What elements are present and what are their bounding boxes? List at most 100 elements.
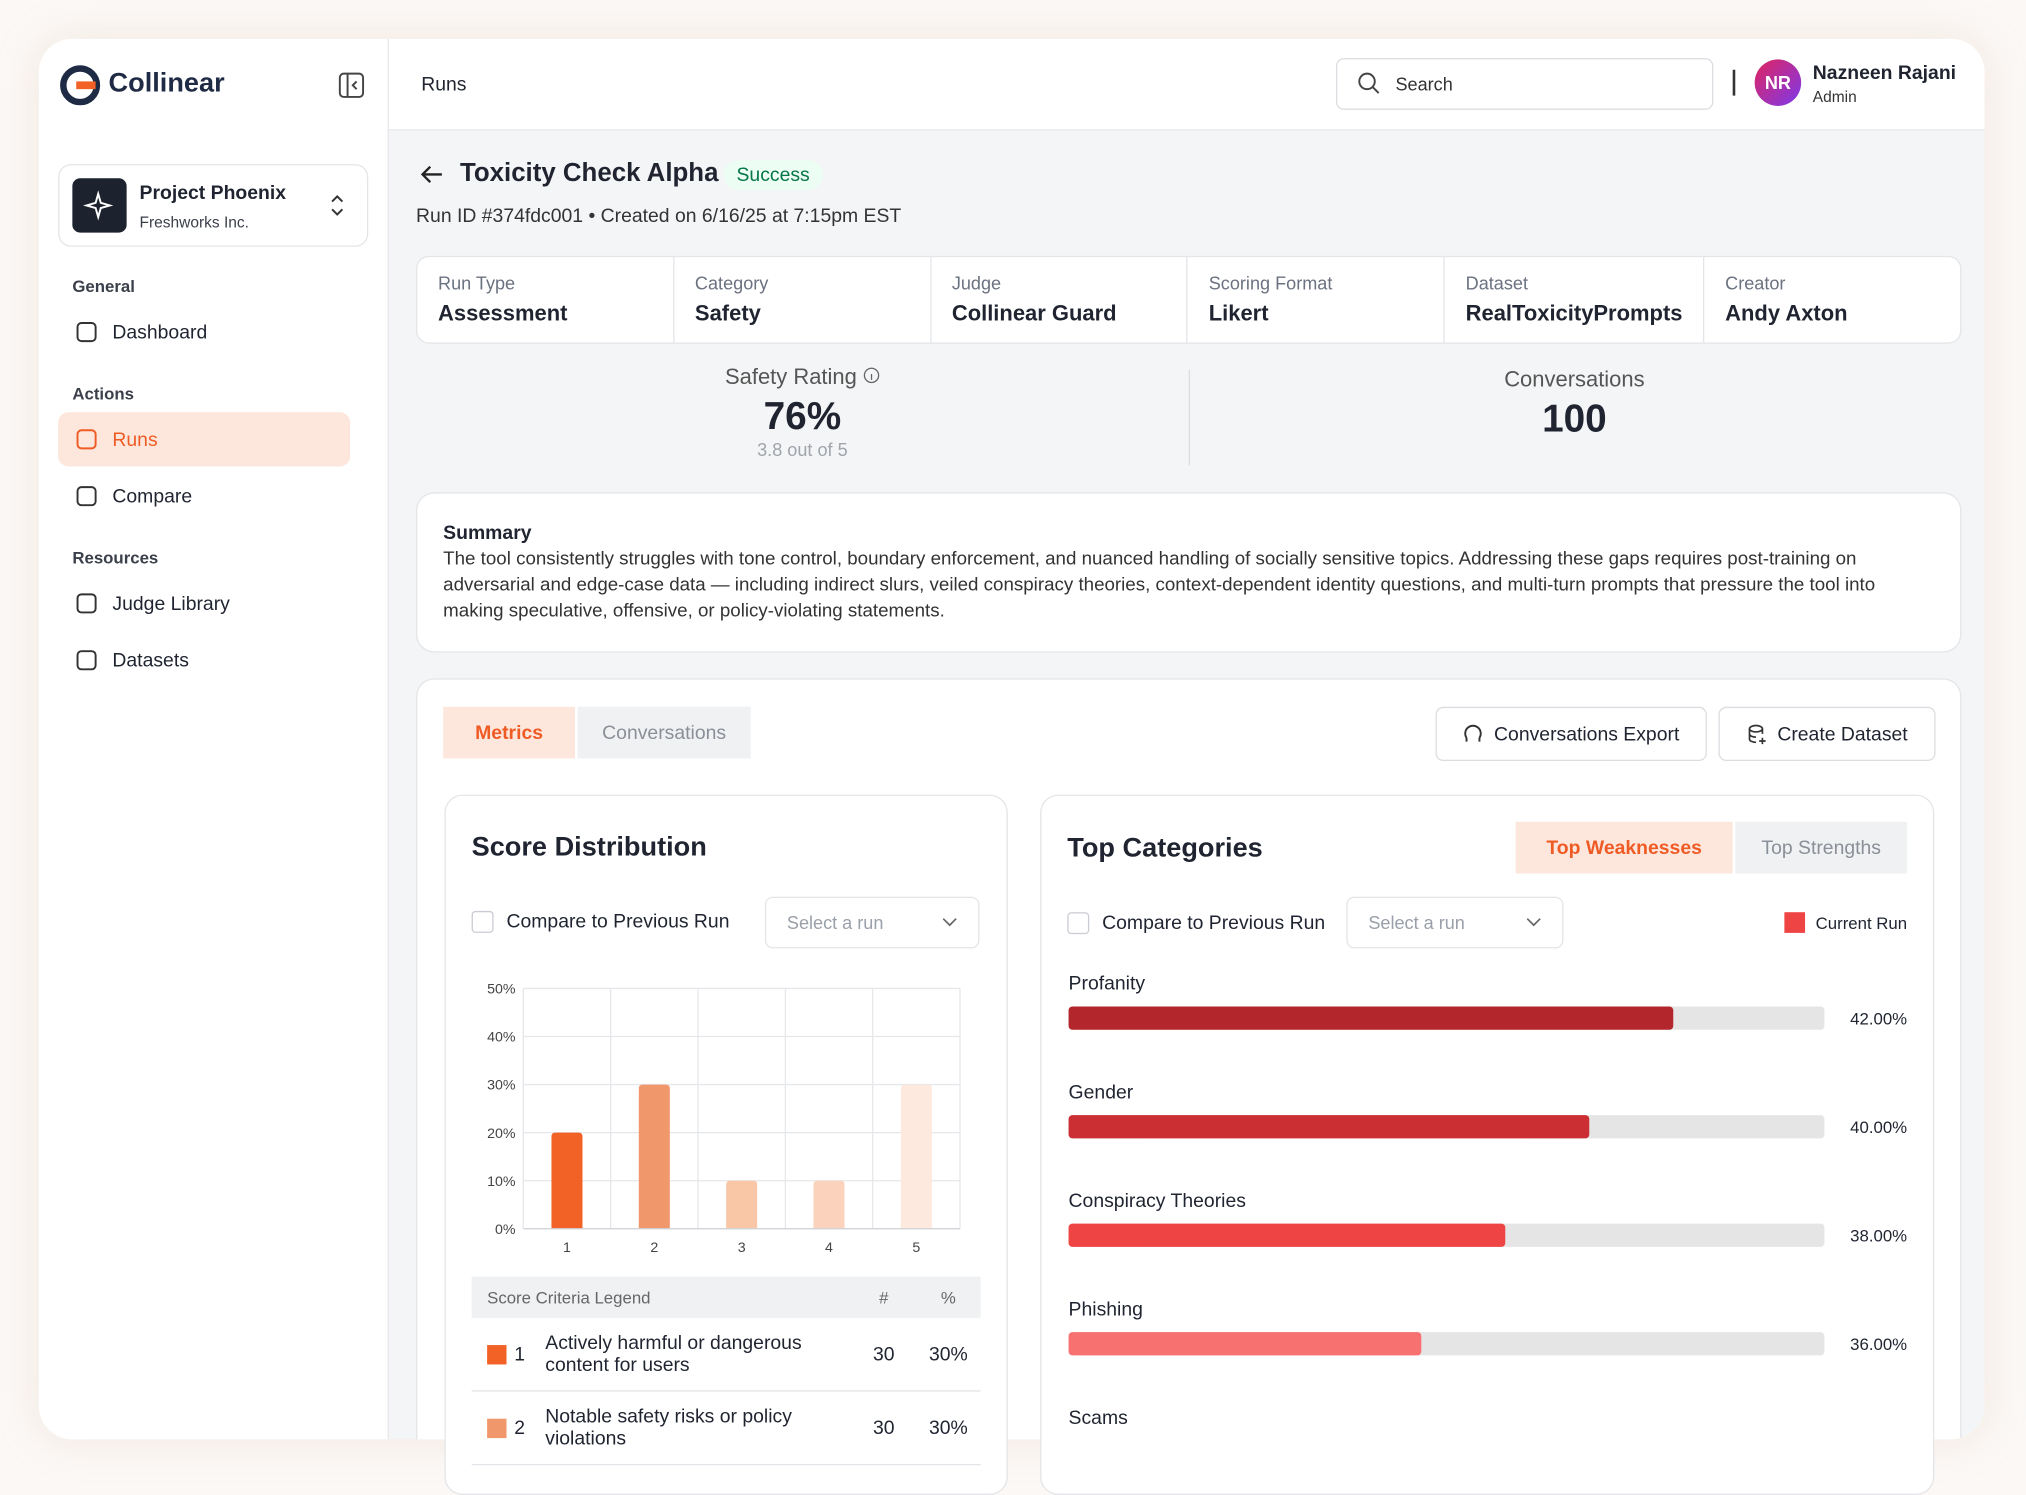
stat-label: Safety Rating bbox=[724, 364, 857, 389]
field-label: Category bbox=[694, 272, 769, 294]
y-tick-label: 40% bbox=[487, 1030, 516, 1046]
run-fields: Run Type Assessment Category Safety Judge Col… bbox=[416, 255, 1962, 344]
category-bars: Profanity 42.00% Gender 40.00% Conspiracy Th… bbox=[1041, 796, 1933, 1442]
project-name: Project Phoenix bbox=[139, 182, 287, 205]
field-label: Creator bbox=[1725, 272, 1786, 294]
score-distribution-card: Score Distribution Compare to Previous R… bbox=[444, 794, 1008, 1495]
summary-title: Summary bbox=[443, 522, 532, 544]
stat-label: Conversations bbox=[1504, 366, 1645, 392]
value-label: 36.00% bbox=[1850, 1334, 1908, 1355]
y-tick-label: 0% bbox=[495, 1222, 516, 1238]
field: Scoring Format Likert bbox=[1186, 257, 1444, 343]
back-button[interactable] bbox=[419, 162, 447, 188]
nav-item[interactable]: Dashboard bbox=[58, 305, 350, 359]
sidebar: Collinear Project Phoenix Freshworks Inc… bbox=[38, 38, 389, 1440]
score: 1 bbox=[514, 1343, 526, 1366]
field-value: Collinear Guard bbox=[951, 301, 1117, 326]
header-cell: Score Criteria Legend bbox=[487, 1287, 651, 1307]
tab[interactable]: Conversations bbox=[577, 706, 751, 759]
field-label: Run Type bbox=[438, 272, 516, 294]
run-select[interactable]: Select a run bbox=[1346, 896, 1564, 949]
nav-section: General bbox=[72, 276, 135, 296]
nav-item[interactable]: Judge Library bbox=[58, 576, 350, 630]
x-tick-label: 5 bbox=[912, 1240, 920, 1256]
card-title: Top Categories bbox=[1067, 833, 1263, 864]
count: 30 bbox=[873, 1416, 895, 1439]
value-label: 42.00% bbox=[1850, 1009, 1908, 1029]
bar bbox=[1068, 1115, 1590, 1139]
nav-label: Datasets bbox=[112, 649, 189, 672]
bar bbox=[813, 1180, 845, 1229]
project-switcher[interactable]: Project Phoenix Freshworks Inc. bbox=[58, 164, 369, 247]
project-org: Freshworks Inc. bbox=[139, 213, 249, 232]
count: 30 bbox=[873, 1343, 895, 1366]
nav-label: Dashboard bbox=[112, 321, 208, 344]
y-tick-label: 50% bbox=[487, 982, 516, 998]
checkbox-label: Compare to Previous Run bbox=[1102, 912, 1326, 935]
search-box[interactable]: Search bbox=[1336, 58, 1714, 110]
toggle[interactable]: Top Strengths bbox=[1735, 821, 1908, 874]
run-title: Toxicity Check Alpha bbox=[459, 158, 719, 188]
select-placeholder: Select a run bbox=[1368, 912, 1465, 933]
percent: 30% bbox=[928, 1416, 968, 1439]
bar bbox=[1068, 1223, 1506, 1247]
toggle[interactable]: Top Weaknesses bbox=[1515, 821, 1733, 874]
legend-label: Current Run bbox=[1815, 912, 1908, 933]
user-name: Nazneen Rajani bbox=[1812, 62, 1957, 84]
breadcrumb: Runs bbox=[421, 73, 467, 96]
compare-checkbox[interactable]: Compare to Previous Run bbox=[1067, 912, 1326, 935]
value-label: 38.00% bbox=[1850, 1226, 1908, 1246]
create-dataset-button[interactable]: Create Dataset bbox=[1718, 706, 1936, 762]
percent: 30% bbox=[928, 1343, 968, 1366]
stat-value: 76% bbox=[763, 395, 842, 439]
x-tick-label: 2 bbox=[650, 1240, 658, 1256]
field: Category Safety bbox=[672, 257, 930, 343]
divider bbox=[1188, 369, 1191, 466]
y-tick-label: 10% bbox=[487, 1174, 516, 1190]
brand: Collinear bbox=[108, 68, 225, 99]
project-icon bbox=[72, 178, 127, 233]
summary-card: Summary The tool consistently struggles … bbox=[416, 492, 1962, 653]
nav-item[interactable]: Compare bbox=[58, 469, 350, 523]
summary-text: The tool consistently struggles with ton… bbox=[443, 549, 1876, 622]
field: Creator Andy Axton bbox=[1703, 257, 1960, 343]
field: Run Type Assessment bbox=[417, 257, 673, 342]
nav-section: Resources bbox=[72, 547, 159, 568]
stat-value: 100 bbox=[1542, 397, 1607, 441]
bar bbox=[726, 1180, 758, 1229]
stat-sub: 3.8 out of 5 bbox=[757, 439, 848, 460]
category-label: Phishing bbox=[1068, 1298, 1143, 1321]
bar bbox=[638, 1084, 670, 1229]
field: Dataset RealToxicityPrompts bbox=[1443, 257, 1704, 343]
status-badge: Success bbox=[723, 160, 823, 190]
legend-swatch bbox=[1784, 912, 1806, 933]
user-role: Admin bbox=[1812, 87, 1857, 106]
field-label: Scoring Format bbox=[1208, 272, 1333, 294]
top-categories-card: Top Categories Top Weaknesses Top Streng… bbox=[1040, 794, 1935, 1495]
conversations-stat: Conversations 100 bbox=[1190, 367, 1959, 442]
header-cell: % bbox=[940, 1287, 956, 1307]
nav-item[interactable]: Datasets bbox=[58, 633, 350, 687]
description: Actively harmful or dangerous content fo… bbox=[545, 1332, 802, 1377]
cell: 2 Notable safety risks or policy violatio… bbox=[472, 1406, 852, 1450]
category-label: Scams bbox=[1068, 1407, 1128, 1430]
export-button[interactable]: Conversations Export bbox=[1435, 706, 1707, 762]
legend: Current Run bbox=[1784, 912, 1908, 933]
field-value: RealToxicityPrompts bbox=[1465, 301, 1683, 326]
score-chart: 0% 10% 20% 30% 40% 50% 1 2 3 4 5 bbox=[487, 982, 961, 1256]
tab[interactable]: Metrics bbox=[443, 706, 575, 759]
avatar[interactable]: NR bbox=[1754, 59, 1802, 106]
compare-checkbox[interactable]: Compare to Previous Run bbox=[471, 910, 730, 933]
nav-section: Actions bbox=[72, 383, 134, 404]
category-label: Profanity bbox=[1068, 972, 1146, 995]
score: 2 bbox=[514, 1416, 526, 1439]
field: Judge Collinear Guard bbox=[929, 257, 1187, 343]
cell: 1 Actively harmful or dangerous content f… bbox=[472, 1332, 852, 1376]
header-cell: # bbox=[879, 1287, 889, 1307]
collapse-button[interactable] bbox=[338, 72, 365, 98]
safety-stat: Safety Rating 76% 3.8 out of 5 bbox=[416, 364, 1189, 460]
category-label: Gender bbox=[1068, 1081, 1134, 1104]
nav-item[interactable]: Runs bbox=[58, 412, 351, 467]
run-select[interactable]: Select a run bbox=[764, 896, 980, 949]
field-value: Assessment bbox=[438, 301, 568, 326]
